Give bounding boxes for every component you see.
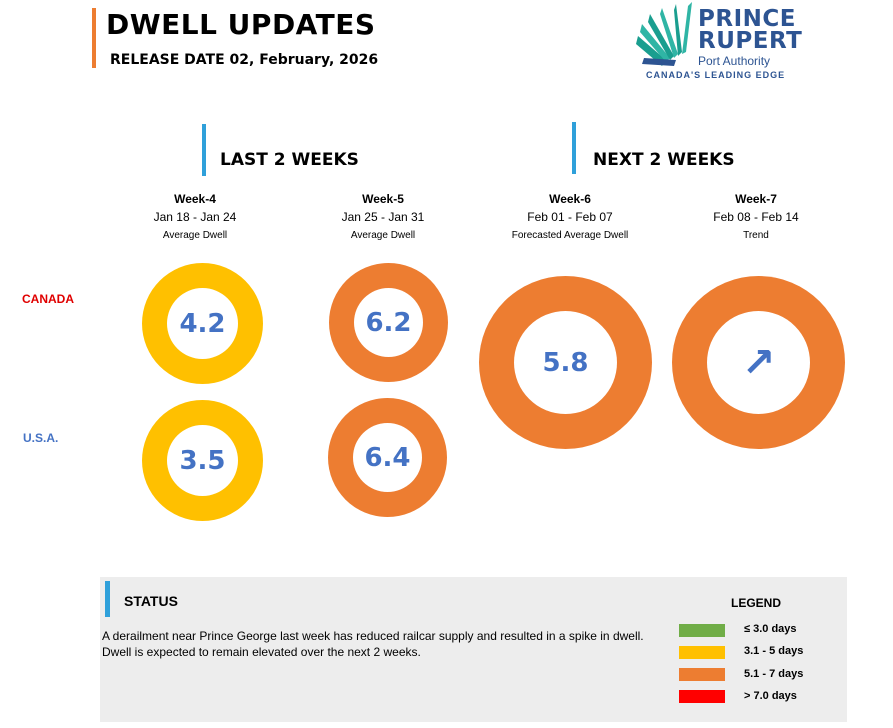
legend-swatch-green: [679, 624, 725, 637]
column-week-7: Week-7 Feb 08 - Feb 14 Trend: [671, 192, 841, 241]
week-label: Week-7: [735, 192, 777, 206]
page-title: DWELL UPDATES: [106, 8, 376, 41]
status-text: A derailment near Prince George last wee…: [102, 629, 644, 659]
country-label-usa: U.S.A.: [23, 431, 59, 445]
release-date: RELEASE DATE 02, February, 2026: [110, 52, 379, 68]
week-subtitle: Average Dwell: [162, 230, 228, 241]
logo-mark-icon: [636, 2, 692, 66]
legend-swatch-red: [679, 690, 725, 703]
week-dates: Jan 25 - Jan 31: [341, 210, 425, 224]
week-dates: Feb 01 - Feb 07: [527, 210, 613, 224]
legend-swatch-orange: [679, 668, 725, 681]
week-subtitle: Forecasted Average Dwell: [511, 230, 629, 241]
last-2-weeks-heading: LAST 2 WEEKS: [220, 150, 359, 170]
usa-week5-ring: 6.4: [328, 398, 447, 517]
canada-week4-ring: 4.2: [142, 263, 263, 384]
title-accent-bar: [92, 8, 96, 68]
ring-value: 3.5: [167, 425, 238, 496]
logo-tagline: CANADA'S LEADING EDGE: [646, 70, 786, 80]
week-subtitle: Average Dwell: [350, 230, 416, 241]
legend-label: 5.1 - 7 days: [744, 668, 804, 680]
logo-rupert: RUPERT: [698, 28, 803, 54]
legend-label: ≤ 3.0 days: [744, 623, 797, 635]
legend-label: > 7.0 days: [744, 690, 797, 702]
last-weeks-bar: [202, 124, 206, 176]
next-weeks-bar: [572, 122, 576, 174]
column-week-5: Week-5 Jan 25 - Jan 31 Average Dwell: [298, 192, 468, 241]
legend-swatch-yellow: [679, 646, 725, 659]
legend-heading: LEGEND: [731, 596, 782, 610]
trend-week7-ring: ↗: [672, 276, 845, 449]
week-label: Week-6: [549, 192, 591, 206]
week-label: Week-5: [362, 192, 404, 206]
status-heading: STATUS: [124, 593, 178, 609]
canada-week5-ring: 6.2: [329, 263, 448, 382]
week-subtitle: Trend: [743, 230, 769, 241]
ring-value: 6.2: [354, 288, 423, 357]
logo-port-authority: Port Authority: [698, 54, 771, 68]
week-dates: Feb 08 - Feb 14: [713, 210, 799, 224]
status-accent-bar: [105, 581, 110, 617]
country-label-canada: CANADA: [22, 292, 74, 306]
logo-prince: PRINCE: [698, 6, 796, 32]
legend-label: 3.1 - 5 days: [744, 645, 804, 657]
column-week-4: Week-4 Jan 18 - Jan 24 Average Dwell: [110, 192, 280, 241]
prince-rupert-logo: PRINCE RUPERT Port Authority CANADA'S LE…: [636, 2, 802, 82]
ring-value: 6.4: [353, 423, 422, 492]
forecast-week6-ring: 5.8: [479, 276, 652, 449]
usa-week4-ring: 3.5: [142, 400, 263, 521]
week-dates: Jan 18 - Jan 24: [153, 210, 237, 224]
trend-arrow-icon: ↗: [707, 311, 810, 414]
column-week-6: Week-6 Feb 01 - Feb 07 Forecasted Averag…: [485, 192, 655, 241]
week-label: Week-4: [174, 192, 216, 206]
next-2-weeks-heading: NEXT 2 WEEKS: [593, 150, 735, 170]
ring-value: 5.8: [514, 311, 617, 414]
ring-value: 4.2: [167, 288, 238, 359]
